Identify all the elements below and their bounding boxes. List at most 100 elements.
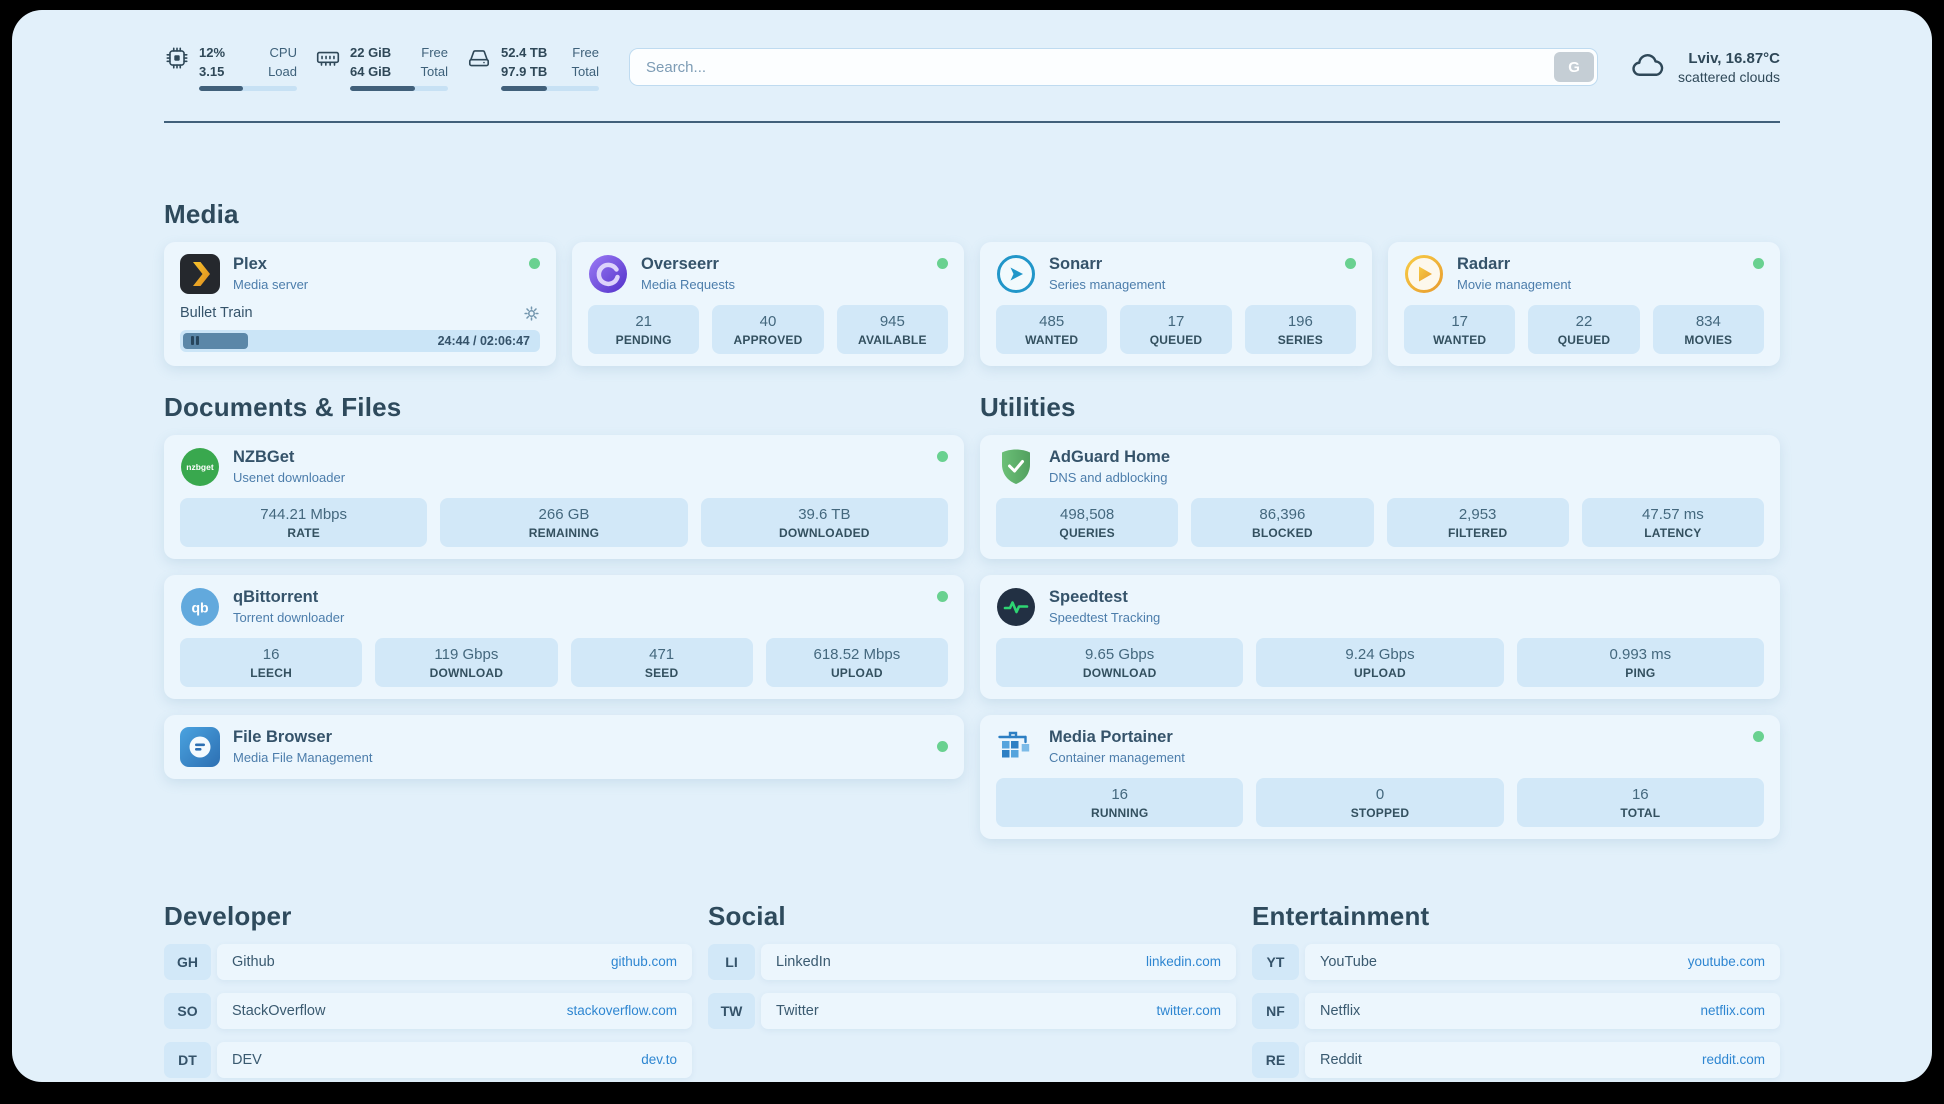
app-card-overseerr[interactable]: Overseerr Media Requests 21 PENDING 40 A… xyxy=(572,241,964,366)
ram-icon xyxy=(315,45,341,91)
stat-upload: 618.52 Mbps UPLOAD xyxy=(765,637,948,687)
stat-pending: 21 PENDING xyxy=(588,304,700,354)
link-twitter[interactable]: TW Twitter twitter.com xyxy=(708,992,1236,1029)
status-dot xyxy=(1345,257,1356,269)
stat-ping: 0.993 ms PING xyxy=(1516,637,1764,687)
stat-seed: 471 SEED xyxy=(570,637,753,687)
stat-latency: 47.57 ms LATENCY xyxy=(1581,497,1764,547)
link-url[interactable]: reddit.com xyxy=(1701,1052,1765,1068)
stat-upload: 9.24 Gbps UPLOAD xyxy=(1256,637,1504,687)
status-dot xyxy=(529,257,540,269)
stat-filtered: 2,953 FILTERED xyxy=(1386,497,1569,547)
link-abbr: TW xyxy=(708,992,755,1029)
link-dev[interactable]: DT DEV dev.to xyxy=(164,1041,692,1078)
disk-icon xyxy=(466,45,492,91)
ram-free-label: Free xyxy=(421,45,448,60)
search-input[interactable] xyxy=(629,48,1599,87)
link-name: LinkedIn xyxy=(776,953,831,970)
adguard-icon xyxy=(996,447,1036,487)
app-description: Movie management xyxy=(1457,277,1572,293)
link-url[interactable]: dev.to xyxy=(641,1052,677,1068)
disk-free-value: 52.4 TB xyxy=(501,45,548,60)
section-entertainment: Entertainment YT YouTube youtube.com NF … xyxy=(1252,901,1780,1082)
search-bar: G xyxy=(629,48,1599,87)
app-card-speedtest[interactable]: Speedtest Speedtest Tracking 9.65 Gbps D… xyxy=(980,574,1780,699)
stat-leech: 16 LEECH xyxy=(180,637,363,687)
link-url[interactable]: github.com xyxy=(610,954,677,970)
link-url[interactable]: stackoverflow.com xyxy=(566,1003,677,1019)
app-card-qbittorrent[interactable]: qb qBittorrent Torrent downloader xyxy=(164,574,964,699)
app-card-nzbget[interactable]: nzbget NZBGet Usenet downloader 74 xyxy=(164,434,964,559)
status-dot xyxy=(937,257,948,269)
ram-progress-fill xyxy=(350,85,415,91)
app-description: Speedtest Tracking xyxy=(1049,610,1161,626)
search-engine-button[interactable]: G xyxy=(1554,52,1595,83)
stat-approved: 40 APPROVED xyxy=(712,304,824,354)
app-description: Media Requests xyxy=(641,277,735,293)
speedtest-icon xyxy=(996,587,1036,627)
link-url[interactable]: netflix.com xyxy=(1700,1003,1765,1019)
app-description: Torrent downloader xyxy=(233,610,345,626)
status-dot xyxy=(937,590,948,602)
link-reddit[interactable]: RE Reddit reddit.com xyxy=(1252,1041,1780,1078)
status-dot xyxy=(937,741,948,753)
app-card-adguard[interactable]: AdGuard Home DNS and adblocking 498,508 … xyxy=(980,434,1780,559)
dashboard-page: 12% 3.15 CPU Load xyxy=(12,10,1932,1082)
playback-time: 24:44 / 02:06:47 xyxy=(437,333,530,348)
app-card-sonarr[interactable]: Sonarr Series management 485 WANTED 17 Q… xyxy=(980,241,1372,366)
link-url[interactable]: twitter.com xyxy=(1156,1003,1221,1019)
pause-icon[interactable] xyxy=(191,336,194,346)
link-url[interactable]: linkedin.com xyxy=(1145,954,1221,970)
stat-rate: 744.21 Mbps RATE xyxy=(180,497,428,547)
disk-free-label: Free xyxy=(572,45,599,60)
weather-widget[interactable]: Lviv, 16.87°C scattered clouds xyxy=(1630,50,1780,85)
link-name: YouTube xyxy=(1320,953,1377,970)
media-section-title: Media xyxy=(164,198,239,229)
link-abbr: YT xyxy=(1252,943,1299,980)
link-name: Twitter xyxy=(776,1002,819,1019)
app-card-plex[interactable]: Plex Media server Bullet Train xyxy=(164,241,556,366)
link-youtube[interactable]: YT YouTube youtube.com xyxy=(1252,943,1780,980)
stat-download: 119 Gbps DOWNLOAD xyxy=(375,637,558,687)
app-name: File Browser xyxy=(233,728,333,747)
app-description: Container management xyxy=(1049,750,1185,766)
link-netflix[interactable]: NF Netflix netflix.com xyxy=(1252,992,1780,1029)
stat-available: 945 AVAILABLE xyxy=(836,304,948,354)
documents-section-title: Documents & Files xyxy=(164,391,402,422)
section-utilities: Utilities xyxy=(980,392,1780,839)
cpu-usage-value: 12% xyxy=(199,45,226,60)
link-github[interactable]: GH Github github.com xyxy=(164,943,692,980)
status-dot xyxy=(937,450,948,462)
app-card-filebrowser[interactable]: File Browser Media File Management xyxy=(164,714,964,779)
section-documents: Documents & Files nzbget xyxy=(164,392,964,779)
status-dot xyxy=(1753,730,1764,742)
app-description: Usenet downloader xyxy=(233,470,346,486)
gear-icon[interactable] xyxy=(523,305,540,322)
app-name: Plex xyxy=(233,255,267,274)
portainer-icon xyxy=(996,727,1036,767)
stat-queries: 498,508 QUERIES xyxy=(996,497,1179,547)
disk-progress-fill xyxy=(501,85,548,91)
playback-progress-fill xyxy=(183,332,248,349)
app-card-radarr[interactable]: Radarr Movie management 17 WANTED 22 QUE… xyxy=(1388,241,1780,366)
link-linkedin[interactable]: LI LinkedIn linkedin.com xyxy=(708,943,1236,980)
ram-progress-bar xyxy=(350,85,448,91)
social-section-title: Social xyxy=(708,900,786,931)
stat-queued: 22 QUEUED xyxy=(1528,304,1640,354)
cpu-load-label: Load xyxy=(268,63,297,79)
app-name: qBittorrent xyxy=(233,588,319,607)
playback-progress-bar[interactable]: 24:44 / 02:06:47 xyxy=(180,329,540,352)
link-stackoverflow[interactable]: SO StackOverflow stackoverflow.com xyxy=(164,992,692,1029)
filebrowser-icon xyxy=(180,726,220,767)
stat-wanted: 485 WANTED xyxy=(996,304,1108,354)
developer-section-title: Developer xyxy=(164,900,292,931)
sonarr-icon xyxy=(996,254,1036,294)
app-name: Overseerr xyxy=(641,255,719,274)
stat-downloaded: 39.6 TB DOWNLOADED xyxy=(700,497,948,547)
app-card-portainer[interactable]: Media Portainer Container management 16 … xyxy=(980,714,1780,839)
link-url[interactable]: youtube.com xyxy=(1687,954,1765,970)
app-name: Radarr xyxy=(1457,255,1511,274)
disk-metric: 52.4 TB 97.9 TB Free Total xyxy=(466,44,599,91)
ram-metric: 22 GiB 64 GiB Free Total xyxy=(315,44,448,91)
ram-free-value: 22 GiB xyxy=(350,45,392,60)
